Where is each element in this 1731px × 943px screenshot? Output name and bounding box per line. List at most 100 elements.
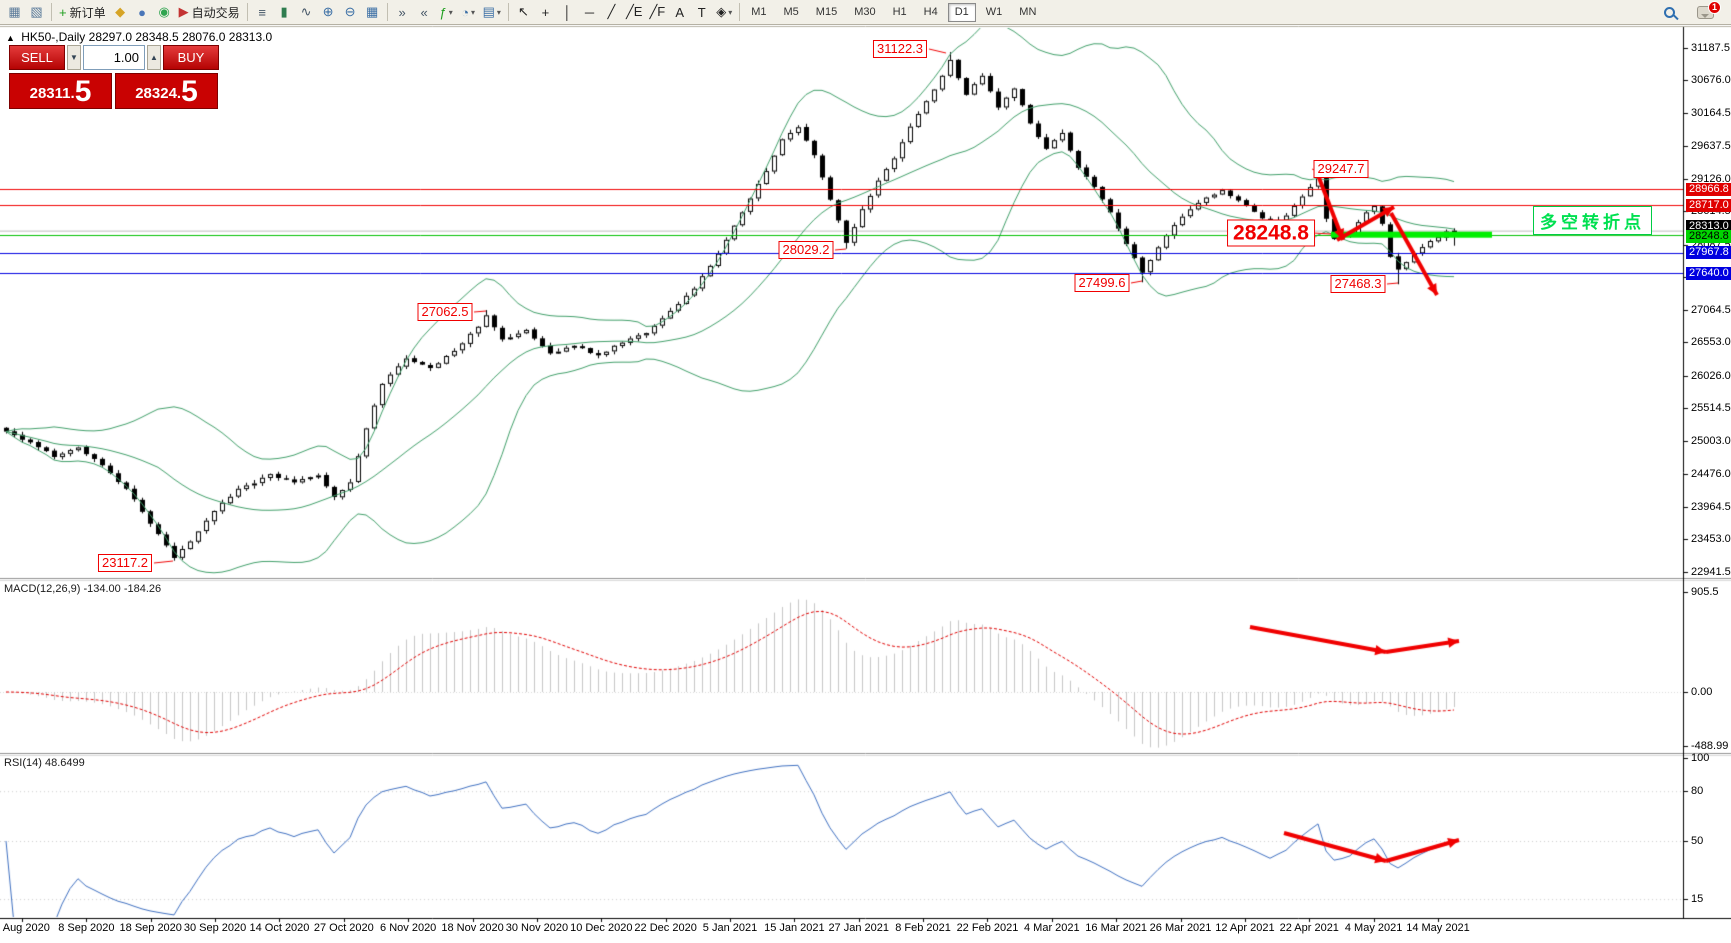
chevron-down-icon: ▾ (448, 7, 453, 17)
price-callout-label[interactable]: 23117.2 (97, 554, 153, 572)
price-callout-label[interactable]: 29247.7 (1313, 160, 1369, 178)
trendline-icon: ╱ (607, 4, 616, 19)
candlestick-mode-button[interactable]: ▮ (274, 2, 295, 23)
price-axis-tick: 30164.5 (1691, 106, 1731, 119)
tile-windows-icon: ▦ (365, 4, 379, 19)
volume-decrease-button[interactable]: ▼ (67, 45, 81, 70)
date-axis-label: 16 Mar 2021 (1085, 922, 1148, 934)
new-order-icon: + (59, 4, 67, 20)
date-axis-label: 18 Nov 2020 (441, 922, 504, 934)
price-callout-label[interactable]: 31122.3 (872, 40, 928, 58)
new-chart-button[interactable]: ▦ (4, 2, 25, 23)
price-callout-label[interactable]: 27062.5 (417, 303, 473, 321)
crosshair-button[interactable]: + (535, 2, 556, 23)
horizontal-line-button[interactable]: ─ (579, 2, 600, 23)
zoom-in-button[interactable]: ⊕ (318, 2, 339, 23)
chart-profiles-icon: ▧ (30, 4, 43, 19)
search-button[interactable] (1659, 2, 1680, 23)
sell-price-main: 28311. (29, 85, 75, 102)
volume-input[interactable] (83, 45, 145, 70)
zoom-out-icon: ⊖ (344, 4, 356, 19)
zoom-out-button[interactable]: ⊖ (340, 2, 361, 23)
trendline-button[interactable]: ╱ (601, 2, 622, 23)
arrow-objects-button[interactable]: ◈ ▾ (713, 2, 735, 23)
macd-axis-tick: 905.5 (1691, 586, 1719, 598)
signals-button[interactable]: ◉ (154, 2, 175, 23)
buy-price-display[interactable]: 28324. 5 (115, 73, 218, 109)
templates-button[interactable]: ▤ ▾ (480, 2, 504, 23)
timeframe-M15-button[interactable]: M15 (815, 6, 838, 18)
rsi-axis-tick: 80 (1691, 785, 1704, 798)
symbol-period-label: HK50-,Daily (21, 30, 86, 44)
top-toolbar: ▦ ▧ + 新订单 ◆ ● ◉ ▶ 自动交易 ≡ ▮ ∿ ⊕ ⊖ ▦» «ƒ ▾ ◔ ▾ ▤ ▾ ↖ + │ ─ ╱ ╱E ╱F A T ◈… (0, 0, 1731, 25)
chart-shift-button[interactable]: « (414, 2, 435, 23)
price-callout-label[interactable]: 27468.3 (1330, 275, 1386, 293)
price-level-box: 28966.8 (1686, 182, 1731, 196)
price-level-box: 28717.0 (1686, 198, 1731, 212)
date-axis-label: 18 Sep 2020 (119, 922, 182, 934)
price-axis-tick: 26553.0 (1691, 336, 1731, 349)
price-axis-tick: 23453.0 (1691, 533, 1731, 546)
auto-scroll-button[interactable]: » (392, 2, 413, 23)
date-axis-label: 8 Sep 2020 (58, 922, 115, 934)
tile-windows-button[interactable]: ▦ (362, 2, 383, 23)
fibonacci-retracement-button[interactable]: ╱F (646, 2, 668, 23)
new-order-button[interactable]: + 新订单 (56, 2, 109, 23)
price-level-box: 28313.0 (1686, 219, 1731, 233)
autotrading-label: 自动交易 (191, 5, 240, 20)
price-callout-label[interactable]: 28248.8 (1227, 219, 1315, 247)
timeframe-M5-button[interactable]: M5 (783, 6, 799, 18)
autotrading-button[interactable]: ▶ 自动交易 (176, 2, 243, 23)
price-level-box: 27967.8 (1686, 246, 1731, 259)
sell-button[interactable]: SELL (9, 45, 65, 70)
line-chart-mode-button[interactable]: ∿ (296, 2, 317, 23)
chevron-down-icon: ▾ (471, 7, 476, 17)
date-axis-label: 26 Mar 2021 (1149, 922, 1212, 934)
timeframe-M1-button[interactable]: M1 (751, 6, 767, 18)
text-button[interactable]: A (669, 2, 690, 23)
timeframe-H1-button[interactable]: H1 (892, 6, 907, 18)
price-callout-label[interactable]: 27499.6 (1074, 274, 1130, 292)
vertical-line-button[interactable]: │ (557, 2, 578, 23)
toolbar-separator (386, 3, 388, 21)
signals-icon: ◉ (158, 4, 170, 19)
date-axis-label: 7 Aug 2020 (0, 922, 50, 934)
macd-values: -134.00 -184.26 (83, 583, 162, 595)
text-label-button[interactable]: T (691, 2, 712, 23)
buy-button[interactable]: BUY (163, 45, 219, 70)
community-button[interactable]: ● (132, 2, 153, 23)
price-axis-tick: 29126.0 (1691, 172, 1731, 185)
sell-price-display[interactable]: 28311. 5 (9, 73, 112, 109)
toolbar-separator (51, 3, 52, 21)
timeframe-D1-button[interactable]: D1 (947, 2, 976, 22)
date-axis-label: 27 Oct 2020 (313, 922, 374, 934)
timeframe-H4-button[interactable]: H4 (923, 6, 938, 18)
text-label-icon: T (697, 4, 706, 20)
equidistant-channel-button[interactable]: ╱E (623, 2, 646, 23)
market-watch-button[interactable]: ◆ (110, 2, 131, 23)
periods-button[interactable]: ◔ ▾ (458, 2, 479, 23)
macd-axis-tick: 0.00 (1691, 686, 1713, 698)
timeframe-MN-button[interactable]: MN (1019, 6, 1037, 18)
chart-shift-icon: « (420, 4, 428, 20)
notifications-button[interactable]: 1 (1694, 0, 1721, 23)
timeframe-M30-button[interactable]: M30 (854, 6, 876, 18)
chart-profiles-button[interactable]: ▧ (26, 2, 47, 23)
price-axis-tick: 22941.5 (1691, 565, 1731, 578)
bull-bear-turning-point-annotation[interactable]: 多空转折点 (1533, 206, 1652, 235)
line-chart-mode-icon: ∿ (300, 4, 312, 19)
ohlc-values: 28297.0 28348.5 28076.0 28313.0 (88, 30, 273, 44)
cursor-button[interactable]: ↖ (513, 2, 534, 23)
volume-increase-button[interactable]: ▲ (147, 45, 161, 70)
price-axis-tick: 26026.0 (1691, 369, 1731, 382)
price-level-box: 27640.0 (1686, 267, 1731, 280)
bar-chart-mode-button[interactable]: ≡ (252, 2, 273, 23)
date-axis-label: 30 Sep 2020 (183, 922, 247, 934)
timeframe-W1-button[interactable]: W1 (985, 6, 1003, 18)
collapse-icon[interactable]: ▲ (6, 33, 15, 43)
date-axis-label: 30 Nov 2020 (505, 922, 569, 934)
price-axis-tick: 31187.5 (1691, 42, 1730, 54)
price-callout-label[interactable]: 28029.2 (778, 241, 834, 259)
indicators-list-button[interactable]: ƒ ▾ (436, 2, 457, 23)
